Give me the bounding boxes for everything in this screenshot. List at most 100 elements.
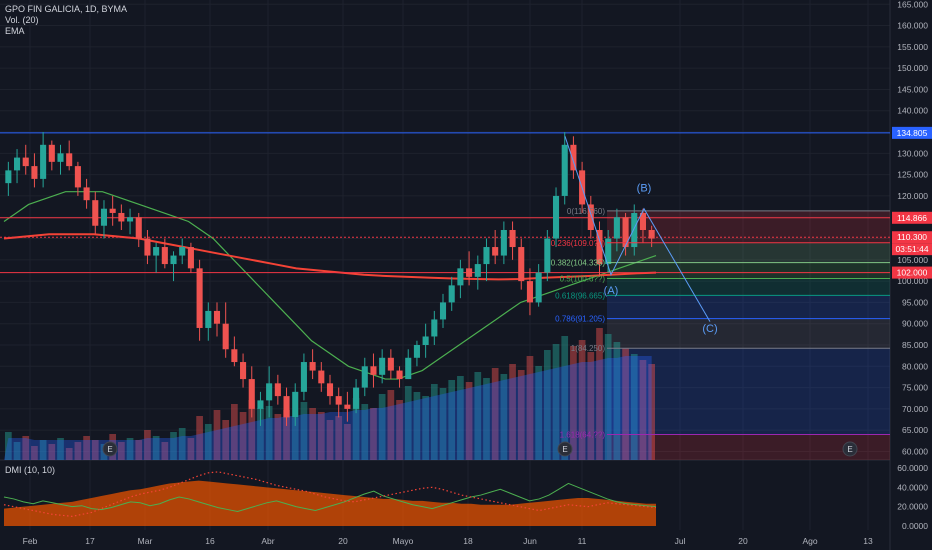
- volume-bar: [439, 388, 447, 460]
- volume-bar: [535, 366, 542, 460]
- price-label-box: [892, 126, 932, 139]
- candle-body: [396, 370, 403, 380]
- volume-bar: [74, 442, 82, 460]
- candle-body: [613, 217, 620, 239]
- candle-body: [5, 170, 12, 184]
- candle-body: [605, 238, 612, 265]
- volume-bar: [352, 398, 360, 460]
- volume-bar: [517, 370, 525, 460]
- volume-bar: [448, 380, 456, 460]
- candle-body: [257, 400, 264, 409]
- volume-bar: [196, 416, 203, 460]
- price-label: 134.805: [897, 128, 928, 138]
- volume-bar: [465, 382, 473, 460]
- candle-body: [283, 396, 290, 418]
- candle-body: [405, 357, 412, 380]
- candle-body: [326, 383, 334, 397]
- candle-body: [222, 323, 229, 350]
- volume-bar: [204, 424, 212, 460]
- fib-zone: [607, 242, 890, 263]
- candle-body: [448, 285, 455, 303]
- fib-zone: [607, 318, 890, 349]
- price-tick: 90.000: [902, 319, 928, 329]
- candle-body: [266, 383, 273, 401]
- candle-body: [353, 387, 360, 409]
- volume-bar: [283, 410, 290, 460]
- volume-bar: [317, 412, 325, 460]
- candle-body: [466, 268, 473, 277]
- volume-bar: [335, 416, 343, 460]
- volume-bar: [31, 446, 38, 460]
- volume-bar: [126, 438, 134, 460]
- candle-body: [648, 230, 655, 239]
- volume-bar: [161, 442, 169, 460]
- candle-body: [474, 264, 481, 277]
- candle-body: [240, 362, 247, 380]
- fib-zone: [607, 348, 890, 435]
- candle-body: [457, 268, 464, 286]
- volume-legend: Vol. (20): [5, 15, 39, 25]
- candle-body: [127, 217, 134, 222]
- time-tick: Feb: [23, 536, 38, 546]
- volume-bar: [291, 418, 299, 460]
- time-tick: Jul: [675, 536, 686, 546]
- candle-body: [639, 212, 647, 230]
- price-tick: 145.000: [897, 84, 928, 94]
- candle-body: [492, 247, 499, 256]
- volume-bar: [57, 438, 64, 460]
- fib-zone: [607, 278, 890, 296]
- candle-body: [213, 310, 221, 324]
- volume-bar: [483, 378, 490, 460]
- candle-body: [187, 247, 194, 269]
- candle-body: [309, 362, 316, 371]
- time-tick: Abr: [261, 536, 274, 546]
- price-tick: 75.000: [902, 383, 928, 393]
- candle-body: [587, 204, 594, 230]
- price-label-box: [892, 266, 932, 279]
- price-tick: 85.000: [902, 340, 928, 350]
- ema-fast-line: [3, 191, 657, 380]
- dmi-tick: 40.0000: [897, 482, 928, 492]
- price-tick: 160.000: [897, 21, 928, 31]
- volume-bar: [48, 444, 56, 460]
- dmi-legend: DMI (10, 10): [5, 465, 56, 475]
- price-label-box: [892, 211, 932, 224]
- candle-body: [361, 366, 368, 388]
- volume-bar: [265, 406, 273, 460]
- candle-body: [144, 238, 151, 256]
- time-tick: 11: [578, 536, 587, 546]
- fib-zone: [607, 262, 890, 279]
- price-label-box: [892, 243, 932, 256]
- candle-body: [179, 247, 186, 256]
- candle-body: [483, 247, 490, 265]
- price-label: 114.866: [897, 213, 927, 223]
- candle-body: [248, 379, 255, 409]
- candle-body: [413, 345, 420, 358]
- candle-body: [109, 208, 116, 213]
- price-label-box: [892, 231, 932, 244]
- candle-body: [518, 247, 525, 282]
- volume-bar: [39, 440, 47, 460]
- price-tick: 140.000: [897, 106, 928, 116]
- candle-body: [231, 349, 238, 363]
- fib-label: 1.618(64.??): [560, 430, 606, 439]
- volume-bar: [187, 438, 195, 460]
- minus-di-line: [3, 471, 657, 517]
- time-tick: Ago: [802, 536, 817, 546]
- volume-bar: [309, 408, 316, 460]
- candle-body: [387, 357, 394, 371]
- volume-bar: [543, 350, 551, 460]
- fib-label: 0.236(109.0??): [551, 239, 606, 248]
- volume-bar: [474, 372, 482, 460]
- chart-legend: GPO FIN GALICIA, 1D, BYMA Vol. (20) EMA: [5, 4, 127, 37]
- volume-bar: [274, 414, 282, 460]
- candle-body: [118, 212, 125, 222]
- time-tick: 16: [205, 536, 215, 546]
- candle-body: [631, 212, 638, 248]
- candle-body: [100, 208, 108, 226]
- volume-bar: [135, 440, 143, 460]
- candle-body: [318, 370, 325, 384]
- volume-bar: [613, 342, 621, 460]
- volume-bar: [152, 436, 160, 460]
